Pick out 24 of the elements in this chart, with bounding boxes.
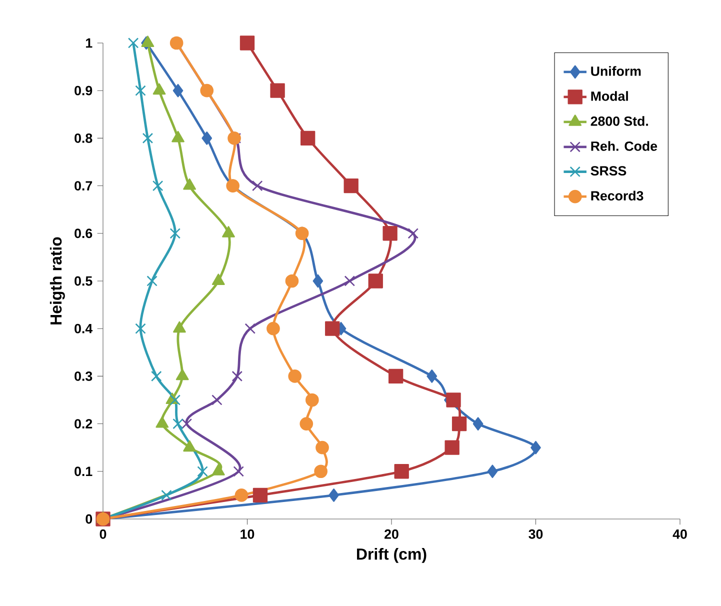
x-tick-label: 40 bbox=[672, 529, 687, 539]
y-axis-title: Heigth ratio bbox=[50, 237, 65, 324]
y-tick-label: 0.6 bbox=[74, 228, 92, 238]
y-tick-label: 0.5 bbox=[74, 276, 92, 286]
x-tick-label: 10 bbox=[240, 529, 254, 539]
y-tick-label: 0 bbox=[86, 514, 92, 524]
legend-label: Modal bbox=[591, 91, 628, 101]
y-tick-label: 0.3 bbox=[74, 371, 92, 381]
legend-label: SRSS bbox=[590, 166, 626, 176]
x-tick-label: 0 bbox=[100, 529, 106, 539]
y-tick-label: 0.2 bbox=[74, 419, 92, 429]
x-tick-label: 30 bbox=[528, 529, 543, 539]
legend-label: 2800 Std. bbox=[590, 116, 648, 126]
x-axis-title: Drift (cm) bbox=[357, 548, 426, 563]
y-tick-label: 0.9 bbox=[74, 86, 92, 96]
y-tick-label: 0.4 bbox=[74, 324, 93, 334]
y-tick-label: 0.7 bbox=[74, 181, 92, 191]
legend-label: Reh. Code bbox=[591, 141, 658, 151]
legend-label: Record3 bbox=[591, 190, 644, 201]
y-tick-label: 1 bbox=[86, 38, 92, 48]
x-tick-label: 20 bbox=[384, 529, 398, 539]
legend-label: Uniform bbox=[591, 66, 641, 76]
y-tick-label: 0.8 bbox=[74, 133, 92, 143]
y-tick-label: 0.1 bbox=[74, 466, 92, 476]
